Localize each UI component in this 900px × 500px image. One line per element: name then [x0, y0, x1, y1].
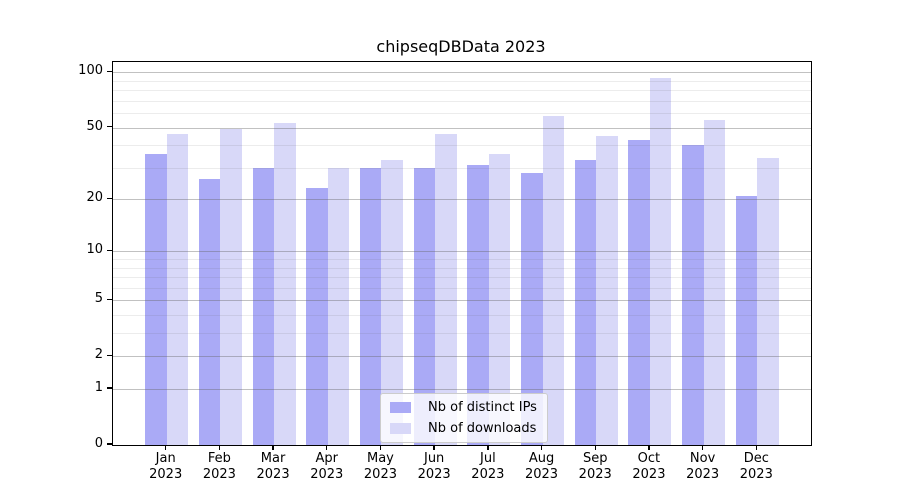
gridline-minor [113, 277, 811, 279]
x-tick-label: Aug 2023 [524, 451, 559, 483]
bar-aug-downloads [542, 115, 564, 445]
plot-area: Nb of distinct IPs Nb of downloads [112, 61, 812, 446]
x-tick [701, 445, 704, 451]
y-tick-label: 5 [94, 291, 103, 307]
x-tick [326, 445, 328, 451]
x-tick [594, 445, 596, 451]
legend-label-distinct-ips: Nb of distinct IPs [428, 400, 537, 415]
gridline-minor [113, 259, 811, 261]
x-tick-label: Jan 2023 [149, 451, 183, 483]
gridline-minor [113, 287, 811, 289]
x-tick [433, 445, 435, 451]
bar-nov-distinct-ips [682, 145, 704, 445]
gridline-major [113, 199, 811, 201]
x-tick-label: Feb 2023 [202, 451, 236, 483]
gridline-minor [113, 90, 811, 92]
x-tick [487, 445, 489, 451]
gridline-minor [113, 100, 811, 102]
gridline-minor [113, 333, 811, 335]
bar-may-distinct-ips [359, 167, 382, 445]
x-tick [164, 445, 167, 451]
bar-feb-distinct-ips [198, 178, 221, 445]
bar-mar-distinct-ips [252, 167, 275, 445]
gridline-major [113, 251, 811, 253]
x-tick [379, 445, 382, 451]
y-tick-label: 2 [94, 347, 103, 363]
gridline-minor [113, 145, 811, 147]
x-tick-label: Dec 2023 [739, 451, 773, 483]
x-tick-label: Oct 2023 [632, 451, 666, 483]
bar-feb-downloads [220, 129, 242, 445]
x-tick-label: Mar 2023 [256, 451, 290, 483]
bar-sep-distinct-ips [574, 160, 597, 445]
x-tick [218, 445, 221, 451]
bar-jan-downloads [166, 134, 189, 445]
gridline-minor [113, 267, 811, 269]
bar-jul-distinct-ips [467, 165, 489, 445]
legend-swatch-downloads [390, 423, 411, 434]
x-tick-label: Apr 2023 [310, 451, 344, 483]
bar-apr-downloads [327, 167, 350, 445]
legend-label-downloads: Nb of downloads [428, 421, 537, 436]
y-tick-label: 20 [86, 190, 103, 206]
bar-mar-downloads [274, 123, 296, 445]
x-tick-label: Jul 2023 [471, 451, 505, 483]
gridline-major [113, 356, 811, 358]
bar-may-downloads [381, 160, 403, 445]
legend-item-distinct-ips: Nb of distinct IPs [390, 400, 538, 415]
y-tick-label: 50 [86, 118, 103, 134]
bar-apr-distinct-ips [306, 188, 328, 445]
gridline-minor [113, 113, 811, 115]
gridline-minor [113, 167, 811, 169]
gridline-minor [113, 315, 811, 317]
x-tick [272, 445, 274, 451]
gridline-major [113, 127, 811, 129]
grid-layer [113, 62, 811, 445]
y-tick-label: 100 [78, 63, 103, 79]
x-tick [755, 445, 757, 451]
legend-item-downloads: Nb of downloads [390, 421, 538, 436]
y-tick-label: 1 [94, 380, 103, 396]
x-tick-label: Nov 2023 [686, 451, 720, 483]
x-tick [540, 445, 543, 451]
x-tick-label: Sep 2023 [578, 451, 612, 483]
bar-oct-distinct-ips [628, 139, 650, 445]
bar-jun-distinct-ips [413, 167, 436, 445]
x-tick [648, 445, 650, 451]
legend: Nb of distinct IPs Nb of downloads [380, 393, 548, 443]
bar-jan-distinct-ips [145, 153, 167, 445]
gridline-major [113, 72, 811, 74]
bar-jun-downloads [435, 134, 457, 445]
bar-aug-distinct-ips [521, 173, 543, 445]
bar-jul-downloads [488, 153, 511, 445]
x-tick-label: Jun 2023 [417, 451, 451, 483]
bar-dec-downloads [757, 158, 779, 445]
y-tick-label: 10 [86, 242, 103, 258]
gridline-major [113, 389, 811, 391]
bar-oct-downloads [649, 78, 672, 445]
bar-nov-downloads [703, 120, 726, 445]
bar-dec-distinct-ips [735, 195, 758, 445]
bars-layer [113, 62, 811, 445]
chart-title: chipseqDBData 2023 [376, 37, 546, 56]
gridline-minor [113, 80, 811, 82]
gridline-major [113, 300, 811, 302]
bar-sep-downloads [596, 135, 618, 445]
x-tick-label: May 2023 [363, 451, 397, 483]
legend-swatch-distinct-ips [390, 402, 411, 413]
y-tick-label: 0 [94, 436, 103, 452]
